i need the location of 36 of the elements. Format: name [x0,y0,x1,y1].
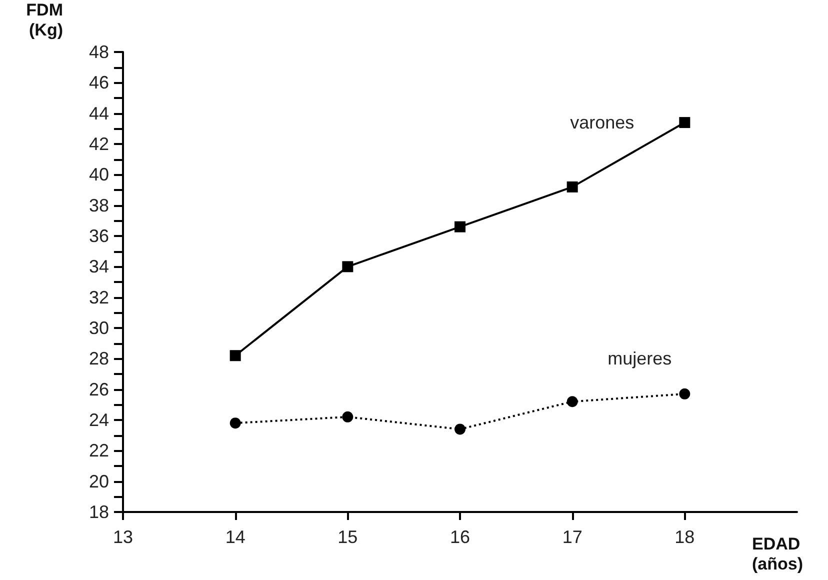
x-tick-label: 13 [112,527,134,547]
y-tick-label: 38 [88,195,109,216]
point [342,261,354,272]
x-axis-title: EDAD (años) [752,534,803,574]
x-tick-label: 14 [225,527,246,547]
y-tick-label: 48 [88,42,109,62]
y-tick-label: 26 [88,379,109,400]
point [679,388,690,400]
y-tick-label: 28 [88,348,109,369]
y-tick-label: 22 [88,440,109,461]
point [230,418,241,429]
y-tick-label: 40 [88,164,109,185]
x-tick-label: 16 [450,527,470,547]
y-tick-label: 42 [88,134,109,154]
y-tick-label: 18 [88,502,109,522]
y-tick-label: 46 [88,72,109,93]
y-tick-label: 36 [88,226,109,246]
series-label: mujeres [608,348,672,368]
point [566,181,578,192]
point [454,424,466,435]
x-tick-label: 17 [562,527,582,547]
x-tick-label: 18 [674,527,695,547]
y-tick-label: 20 [88,471,109,492]
y-tick-label: 24 [88,410,109,430]
x-tick-label: 15 [338,527,358,547]
y-axis-title: FDM (Kg) [26,0,63,40]
y-tick-label: 44 [88,103,109,124]
y-tick-label: 32 [88,287,109,308]
point [679,117,690,128]
point [454,221,466,232]
point [566,396,578,408]
point [342,411,354,422]
y-tick-label: 34 [88,256,109,277]
series-label: varones [570,112,634,133]
y-tick-label: 30 [88,318,109,338]
point [230,350,241,362]
